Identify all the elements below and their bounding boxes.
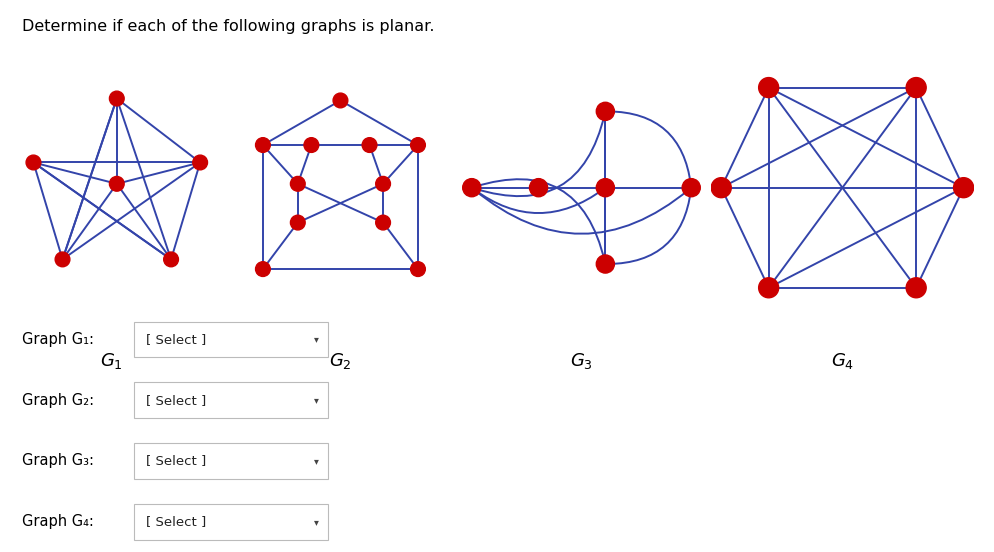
Circle shape: [164, 252, 179, 267]
FancyArrowPatch shape: [608, 112, 691, 185]
Text: $G_1$: $G_1$: [100, 351, 122, 370]
Circle shape: [530, 179, 548, 197]
Circle shape: [376, 177, 391, 191]
Text: Graph G₁:: Graph G₁:: [22, 332, 93, 347]
Text: [ Select ]: [ Select ]: [146, 394, 207, 407]
Circle shape: [290, 177, 305, 191]
Circle shape: [109, 91, 124, 106]
Circle shape: [362, 137, 377, 152]
Circle shape: [596, 255, 614, 273]
Circle shape: [55, 252, 70, 267]
Circle shape: [255, 137, 270, 152]
Text: ▾: ▾: [314, 456, 318, 466]
FancyArrowPatch shape: [474, 114, 604, 196]
Text: [ Select ]: [ Select ]: [146, 515, 207, 528]
Circle shape: [26, 155, 41, 170]
Circle shape: [411, 262, 425, 277]
Circle shape: [596, 179, 614, 197]
Text: Graph G₃:: Graph G₃:: [22, 453, 93, 469]
Circle shape: [376, 215, 391, 230]
Circle shape: [255, 262, 270, 277]
Circle shape: [304, 137, 319, 152]
Text: [ Select ]: [ Select ]: [146, 333, 207, 346]
Circle shape: [907, 278, 926, 298]
Text: ▾: ▾: [314, 335, 318, 344]
Circle shape: [333, 93, 348, 108]
Circle shape: [193, 155, 208, 170]
Circle shape: [411, 137, 425, 152]
FancyArrowPatch shape: [474, 189, 689, 233]
Circle shape: [712, 178, 732, 198]
Text: Graph G₂:: Graph G₂:: [22, 392, 94, 408]
Circle shape: [953, 178, 973, 198]
Text: Graph G₄:: Graph G₄:: [22, 514, 93, 529]
Circle shape: [682, 179, 701, 197]
Circle shape: [758, 78, 778, 98]
FancyArrowPatch shape: [608, 190, 691, 264]
Text: $G_3$: $G_3$: [570, 351, 593, 370]
Circle shape: [462, 179, 481, 197]
FancyArrowPatch shape: [474, 179, 604, 261]
FancyArrowPatch shape: [474, 189, 603, 213]
Circle shape: [290, 215, 305, 230]
Text: Determine if each of the following graphs is planar.: Determine if each of the following graph…: [22, 19, 434, 34]
Text: $G_2$: $G_2$: [329, 351, 351, 370]
Circle shape: [907, 78, 926, 98]
Text: ▾: ▾: [314, 395, 318, 405]
Text: ▾: ▾: [314, 517, 318, 527]
Text: [ Select ]: [ Select ]: [146, 454, 207, 468]
Circle shape: [758, 278, 778, 298]
Circle shape: [109, 177, 124, 191]
Circle shape: [596, 102, 614, 120]
Text: $G_4$: $G_4$: [831, 351, 855, 370]
